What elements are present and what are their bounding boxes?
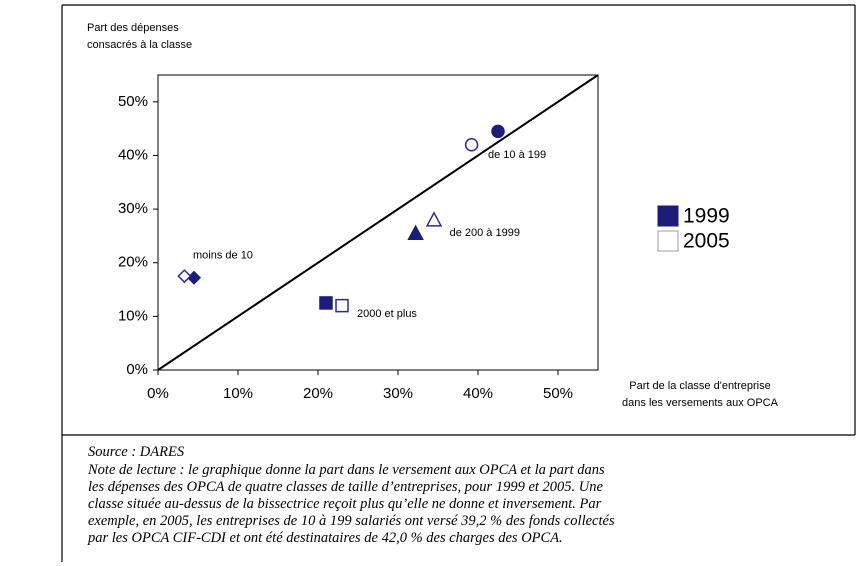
point-label: de 10 à 199 xyxy=(488,149,546,161)
note-line: classe située au-dessus de la bissectric… xyxy=(88,496,602,512)
note-line: les dépenses des OPCA de quatre classes … xyxy=(88,479,603,495)
point xyxy=(464,137,479,152)
legend-swatch xyxy=(657,205,679,227)
x-tick-label: 40% xyxy=(463,385,493,402)
point xyxy=(491,124,505,139)
point-label: de 200 à 1999 xyxy=(450,227,520,239)
y-tick-label: 30% xyxy=(118,200,148,217)
point-label: 2000 et plus xyxy=(357,308,417,320)
point xyxy=(407,224,424,240)
bisector xyxy=(157,74,599,371)
point xyxy=(335,298,349,313)
x-tick-label: 0% xyxy=(147,385,169,402)
legend-label: 2005 xyxy=(683,230,730,253)
x-tick-label: 10% xyxy=(223,385,253,402)
y-tick-label: 0% xyxy=(126,361,148,378)
legend-swatch xyxy=(657,230,679,252)
y-tick-label: 50% xyxy=(118,93,148,110)
point xyxy=(425,211,443,227)
x-axis-label: Part de la classe d'entreprise xyxy=(629,380,771,392)
note-line: Note de lecture : le graphique donne la … xyxy=(87,462,605,478)
x-axis-label: dans les versements aux OPCA xyxy=(622,397,779,409)
x-tick-label: 30% xyxy=(383,385,413,402)
note-line: par les OPCA CIF-CDI et ont été destinat… xyxy=(87,530,563,546)
x-tick-label: 20% xyxy=(303,385,333,402)
note-line: exemple, en 2005, les entreprises de 10 … xyxy=(88,513,615,529)
y-axis-label: consacrés à la classe xyxy=(87,39,192,51)
frame xyxy=(61,4,856,562)
y-tick-label: 10% xyxy=(118,307,148,324)
plot-area xyxy=(157,74,599,371)
x-tick-label: 50% xyxy=(543,385,573,402)
y-tick-label: 20% xyxy=(118,254,148,271)
legend-label: 1999 xyxy=(683,205,730,228)
point xyxy=(177,269,192,284)
source: Source : DARES xyxy=(88,444,185,460)
y-tick-label: 40% xyxy=(118,146,148,163)
y-axis-label: Part des dépenses xyxy=(87,22,179,34)
point xyxy=(319,296,333,310)
point-label: moins de 10 xyxy=(193,250,253,262)
